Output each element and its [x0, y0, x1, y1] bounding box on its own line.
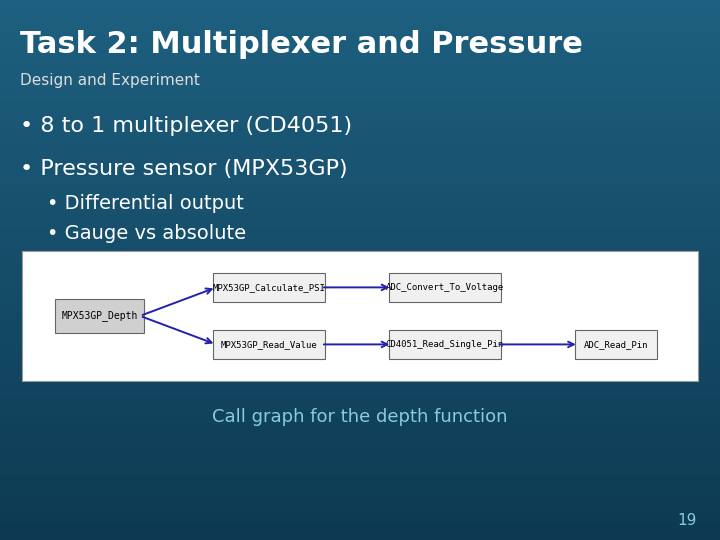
FancyBboxPatch shape	[55, 299, 143, 333]
Text: • Gauge vs absolute: • Gauge vs absolute	[47, 224, 246, 243]
Text: 19: 19	[678, 513, 697, 528]
Text: • 8 to 1 multiplexer (CD4051): • 8 to 1 multiplexer (CD4051)	[20, 116, 352, 136]
Text: ADC_Convert_To_Voltage: ADC_Convert_To_Voltage	[385, 283, 504, 292]
FancyBboxPatch shape	[389, 273, 500, 302]
Text: • Differential output: • Differential output	[47, 194, 243, 213]
Text: MPX53GP_Calculate_PSI: MPX53GP_Calculate_PSI	[212, 283, 325, 292]
Text: CD4051_Read_Single_Pin: CD4051_Read_Single_Pin	[385, 340, 504, 349]
Text: MPX53GP_Depth: MPX53GP_Depth	[61, 310, 138, 321]
FancyBboxPatch shape	[212, 330, 325, 359]
Text: MPX53GP_Read_Value: MPX53GP_Read_Value	[220, 340, 317, 349]
Text: Task 2: Multiplexer and Pressure: Task 2: Multiplexer and Pressure	[20, 30, 583, 59]
Text: ADC_Read_Pin: ADC_Read_Pin	[584, 340, 648, 349]
Text: • Pressure sensor (MPX53GP): • Pressure sensor (MPX53GP)	[20, 159, 348, 179]
FancyBboxPatch shape	[575, 330, 657, 359]
Text: Design and Experiment: Design and Experiment	[20, 73, 200, 88]
Text: Call graph for the depth function: Call graph for the depth function	[212, 408, 508, 426]
FancyBboxPatch shape	[22, 251, 698, 381]
FancyBboxPatch shape	[389, 330, 500, 359]
FancyBboxPatch shape	[212, 273, 325, 302]
